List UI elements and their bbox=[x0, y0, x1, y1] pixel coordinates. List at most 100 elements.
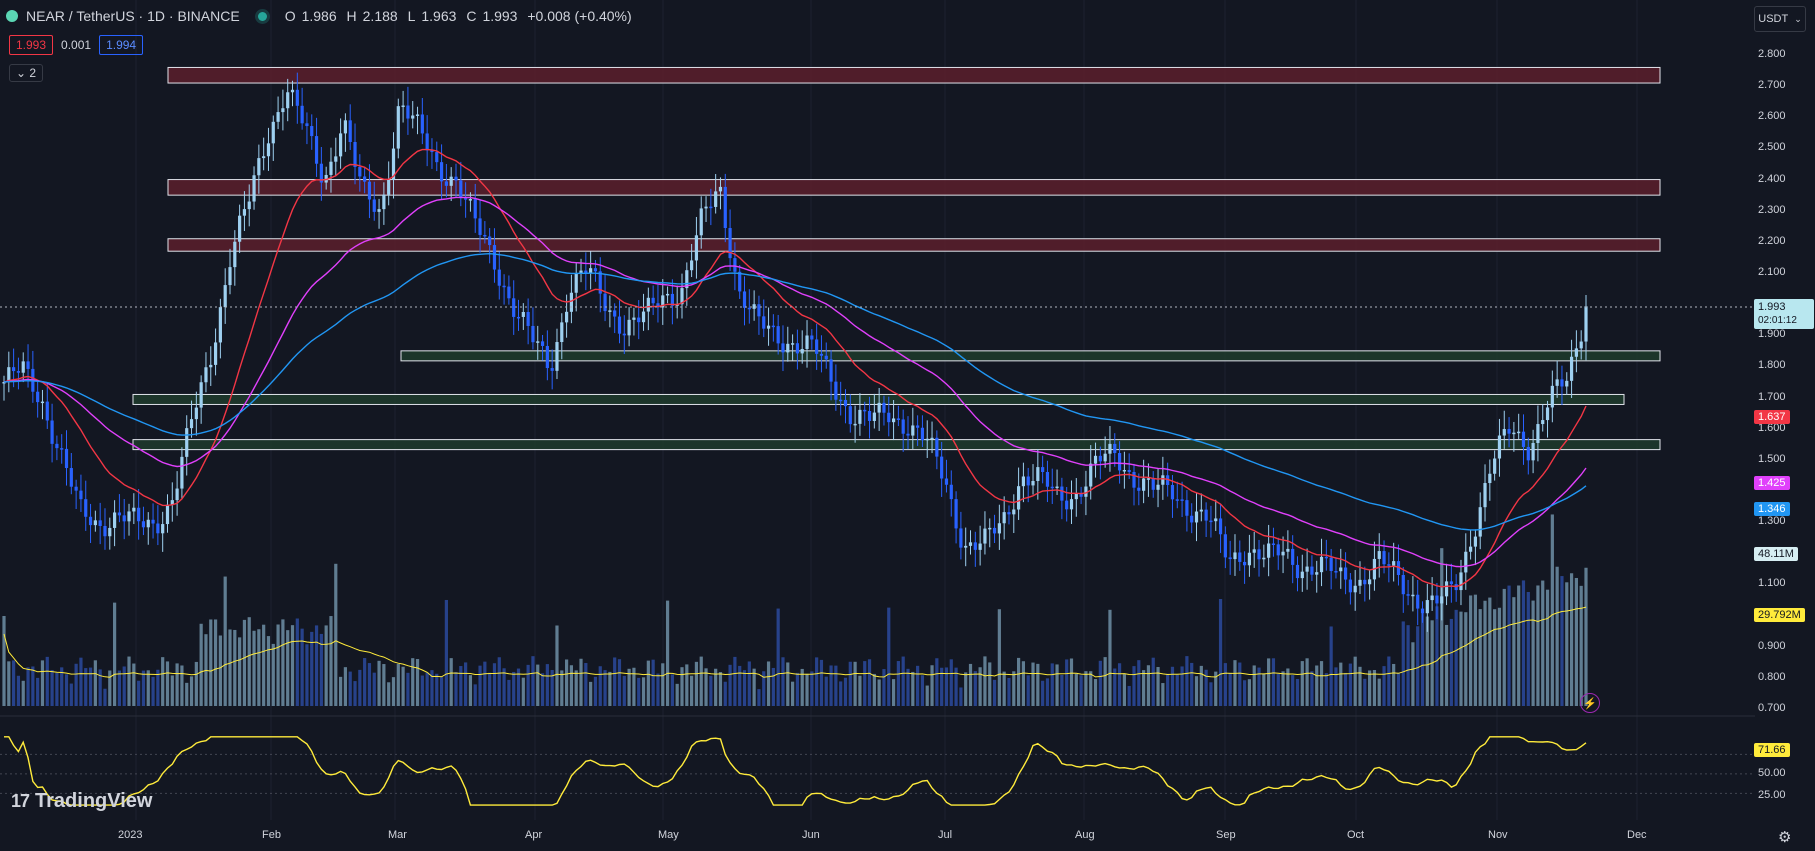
volume-bar bbox=[843, 677, 848, 706]
volume-bar bbox=[454, 671, 458, 706]
candle-body bbox=[1478, 507, 1482, 537]
candle-body bbox=[1574, 348, 1578, 357]
volume-bar bbox=[79, 657, 83, 706]
candle-body bbox=[622, 333, 626, 336]
volume-bar bbox=[319, 633, 323, 706]
volume-bar bbox=[1569, 573, 1574, 706]
volume-bar bbox=[1574, 577, 1578, 706]
volume-bar bbox=[1069, 658, 1074, 706]
symbol-title[interactable]: NEAR / TetherUS · 1D · BINANCE bbox=[26, 8, 240, 24]
tradingview-icon: 17 bbox=[11, 791, 30, 811]
currency-select[interactable]: USDT ⌄ bbox=[1754, 6, 1806, 32]
candle-body bbox=[661, 295, 665, 308]
resistance-zone[interactable] bbox=[167, 179, 1661, 196]
volume-bar bbox=[1339, 662, 1343, 706]
candle-body bbox=[766, 325, 771, 329]
sell-button[interactable]: 1.993 bbox=[9, 35, 54, 55]
candle-body bbox=[1170, 485, 1175, 500]
candle-body bbox=[286, 92, 290, 109]
candle-body bbox=[151, 519, 155, 524]
volume-bar bbox=[117, 670, 122, 706]
volume-bar bbox=[848, 661, 852, 706]
volume-bar bbox=[430, 670, 434, 706]
candle-body bbox=[795, 343, 800, 354]
candle-body bbox=[112, 512, 117, 528]
candle-body bbox=[1247, 552, 1252, 566]
candle-body bbox=[579, 270, 583, 274]
rsi-tick-label: 50.00 bbox=[1758, 766, 1786, 779]
volume-badge: 48.11M bbox=[1754, 547, 1798, 561]
volume-bar bbox=[1050, 663, 1054, 706]
candle-body bbox=[26, 361, 30, 369]
candle-body bbox=[858, 409, 862, 424]
volume-bar bbox=[262, 624, 266, 706]
volume-bar bbox=[891, 679, 896, 706]
candle-body bbox=[396, 106, 400, 149]
candle-body bbox=[1093, 455, 1098, 464]
candle-body bbox=[925, 438, 929, 441]
candle-body bbox=[117, 512, 122, 516]
volume-bar bbox=[242, 619, 247, 706]
price-tick-label: 1.600 bbox=[1758, 421, 1786, 434]
candle-body bbox=[1060, 486, 1064, 501]
volume-bar bbox=[257, 629, 261, 706]
candle-body bbox=[540, 341, 545, 346]
resistance-zone[interactable] bbox=[167, 238, 1661, 252]
volume-bar bbox=[661, 663, 665, 706]
volume-bar bbox=[949, 659, 953, 706]
candle-body bbox=[156, 523, 160, 534]
volume-bar bbox=[1074, 673, 1078, 706]
candle-body bbox=[863, 409, 867, 412]
candle-body bbox=[1368, 579, 1372, 585]
volume-bar bbox=[1113, 668, 1117, 706]
volume-bar bbox=[1291, 675, 1295, 706]
candle-body bbox=[93, 520, 97, 526]
volume-bar bbox=[1507, 585, 1511, 706]
market-status-icon[interactable] bbox=[257, 11, 267, 21]
volume-bar bbox=[415, 659, 420, 706]
volume-bar bbox=[1002, 671, 1006, 706]
volume-bar bbox=[1286, 668, 1290, 706]
volume-bar bbox=[564, 659, 569, 706]
volume-bar bbox=[1363, 678, 1367, 706]
volume-bar bbox=[1435, 606, 1439, 706]
volume-bar bbox=[40, 660, 45, 706]
candle-body bbox=[2, 382, 6, 384]
candle-body bbox=[598, 271, 602, 294]
volume-bar bbox=[358, 669, 362, 706]
volume-bar bbox=[21, 680, 25, 706]
ohlc-values: O 1.986 H 2.188 L 1.963 C 1.993 +0.008 (+0.4… bbox=[285, 8, 638, 24]
volume-bar bbox=[1098, 660, 1102, 706]
volume-bar bbox=[1252, 665, 1256, 706]
candle-body bbox=[271, 121, 275, 144]
support-zone[interactable] bbox=[400, 350, 1661, 362]
candle-body bbox=[242, 209, 247, 216]
gear-icon[interactable]: ⚙ bbox=[1778, 829, 1792, 846]
resistance-zone[interactable] bbox=[167, 66, 1661, 84]
volume-bar bbox=[1517, 585, 1521, 706]
indicators-toggle-button[interactable]: ⌄ 2 bbox=[9, 64, 44, 82]
tradingview-logo[interactable]: 17 TradingView bbox=[11, 790, 152, 813]
candle-body bbox=[435, 152, 439, 163]
candle-body bbox=[1271, 543, 1276, 545]
volume-bar bbox=[252, 630, 256, 706]
lightning-icon[interactable]: ⚡ bbox=[1580, 693, 1600, 713]
candle-body bbox=[637, 317, 641, 323]
candle-body bbox=[1137, 487, 1141, 491]
candle-body bbox=[238, 215, 242, 242]
buy-button[interactable]: 1.994 bbox=[99, 35, 144, 55]
volume-bar bbox=[1411, 642, 1415, 706]
volume-bar bbox=[1358, 666, 1362, 706]
candle-body bbox=[1079, 493, 1083, 497]
volume-bar bbox=[1392, 663, 1396, 706]
volume-bar bbox=[353, 681, 357, 706]
support-zone[interactable] bbox=[132, 439, 1661, 451]
volume-bar bbox=[762, 671, 766, 706]
ema-mid-badge: 1.425 bbox=[1754, 476, 1790, 490]
candle-body bbox=[584, 270, 588, 274]
volume-bar bbox=[1565, 582, 1569, 706]
volume-bar bbox=[1343, 672, 1348, 706]
volume-bar bbox=[175, 663, 179, 706]
volume-bar bbox=[367, 663, 372, 706]
